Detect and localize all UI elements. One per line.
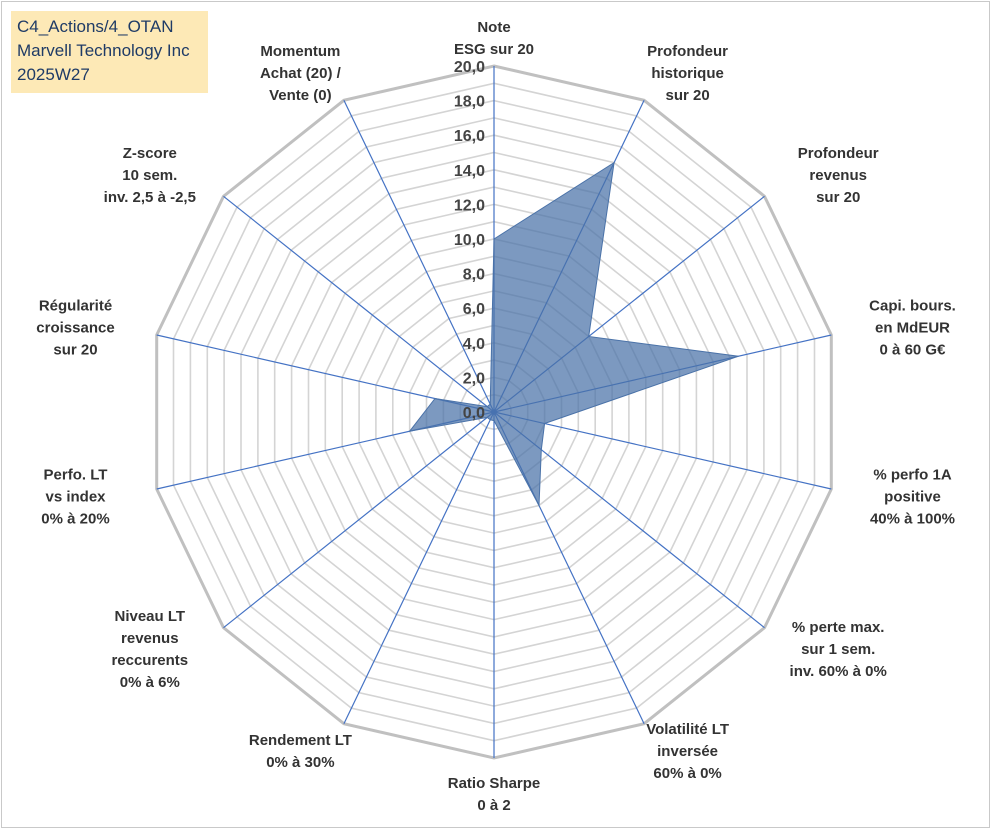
tick-label: 14,0 <box>454 163 485 180</box>
radar-axis-labels: Note ESG sur 20 Profondeur historique sur 20… <box>36 19 956 814</box>
axis-label-line: revenus <box>809 167 867 184</box>
axis-label-line: 0 à 2 <box>477 797 510 814</box>
chart-title-box: C4_Actions/4_OTAN Marvell Technology Inc… <box>11 11 208 93</box>
tick-label: 18,0 <box>454 94 485 111</box>
axis-label-line: historique <box>651 65 724 82</box>
axis-label-line: Volatilité LT <box>646 721 729 738</box>
radar-tick-labels: 0,0 2,0 4,0 6,0 8,0 10,0 12,0 14,0 16,0 18,0 20,0 <box>454 59 485 422</box>
axis-label: Perfo. LT vs index 0% à 20% <box>41 467 109 528</box>
axis-label-line: 0 à 60 G€ <box>880 341 947 358</box>
axis-label-line: revenus <box>121 630 179 647</box>
axis-spoke <box>343 100 495 413</box>
axis-label-line: inversée <box>657 743 718 760</box>
axis-label-line: positive <box>884 489 941 506</box>
axis-label: Rendement LT 0% à 30% <box>249 732 352 771</box>
axis-label: % perte max. sur 1 sem. inv. 60% à 0% <box>790 619 887 680</box>
axis-label: Note ESG sur 20 <box>454 19 534 58</box>
axis-label-line: Niveau LT <box>115 608 186 625</box>
axis-label-line: ESG sur 20 <box>454 41 534 58</box>
axis-label: Profondeur historique sur 20 <box>647 43 728 104</box>
axis-spoke <box>493 411 832 490</box>
axis-label: Régularité croissance sur 20 <box>36 297 114 358</box>
axis-label-line: vs index <box>45 489 106 506</box>
radar-series <box>408 161 739 508</box>
axis-label-line: sur 1 sem. <box>801 641 875 658</box>
axis-label-line: 0% à 20% <box>41 511 109 528</box>
axis-label-line: Rendement LT <box>249 732 352 749</box>
axis-label-line: 40% à 100% <box>870 511 955 528</box>
title-line-2: Marvell Technology Inc <box>17 41 190 60</box>
axis-label: Momentum Achat (20) / Vente (0) <box>260 43 342 104</box>
axis-spoke <box>223 411 495 629</box>
axis-label-line: inv. 2,5 à -2,5 <box>104 189 196 206</box>
axis-label-line: croissance <box>36 319 114 336</box>
axis-label-line: Z-score <box>123 145 177 162</box>
axis-label-line: Ratio Sharpe <box>448 775 541 792</box>
axis-label-line: 10 sem. <box>122 167 177 184</box>
axis-label: Niveau LT revenus reccurents 0% à 6% <box>111 608 188 691</box>
axis-label: % perfo 1A positive 40% à 100% <box>870 467 955 528</box>
axis-label-line: 0% à 6% <box>120 674 180 691</box>
tick-label: 10,0 <box>454 232 485 249</box>
axis-label-line: % perte max. <box>792 619 885 636</box>
axis-label: Volatilité LT inversée 60% à 0% <box>646 721 729 782</box>
title-line-1: C4_Actions/4_OTAN <box>17 17 174 36</box>
tick-label: 2,0 <box>463 370 485 387</box>
axis-label: Capi. bours. en MdEUR 0 à 60 G€ <box>869 297 956 358</box>
axis-label: Profondeur revenus sur 20 <box>798 145 879 206</box>
axis-label-line: Note <box>477 19 510 36</box>
axis-label-line: inv. 60% à 0% <box>790 663 887 680</box>
axis-label-line: sur 20 <box>53 341 97 358</box>
axis-label-line: Régularité <box>39 297 112 314</box>
axis-label-line: Profondeur <box>647 43 728 60</box>
axis-label-line: sur 20 <box>816 189 860 206</box>
axis-label-line: Achat (20) / <box>260 65 342 82</box>
title-line-3: 2025W27 <box>17 65 90 84</box>
tick-label: 0,0 <box>463 405 485 422</box>
tick-label: 20,0 <box>454 59 485 76</box>
axis-label-line: Profondeur <box>798 145 879 162</box>
axis-label-line: 60% à 0% <box>653 765 721 782</box>
axis-label-line: % perfo 1A <box>873 467 952 484</box>
axis-label-line: Momentum <box>260 43 340 60</box>
axis-label: Z-score 10 sem. inv. 2,5 à -2,5 <box>104 145 196 206</box>
axis-spoke <box>343 411 495 724</box>
axis-spoke <box>223 195 495 413</box>
axis-label: Ratio Sharpe 0 à 2 <box>448 775 541 814</box>
tick-label: 12,0 <box>454 197 485 214</box>
axis-label-line: 0% à 30% <box>266 754 334 771</box>
tick-label: 16,0 <box>454 128 485 145</box>
axis-label-line: sur 20 <box>665 87 709 104</box>
axis-label-line: Capi. bours. <box>869 297 956 314</box>
tick-label: 4,0 <box>463 336 485 353</box>
axis-label-line: en MdEUR <box>875 319 950 336</box>
tick-label: 6,0 <box>463 301 485 318</box>
axis-label-line: Perfo. LT <box>44 467 108 484</box>
axis-label-line: reccurents <box>111 652 188 669</box>
axis-label-line: Vente (0) <box>269 87 332 104</box>
tick-label: 8,0 <box>463 267 485 284</box>
